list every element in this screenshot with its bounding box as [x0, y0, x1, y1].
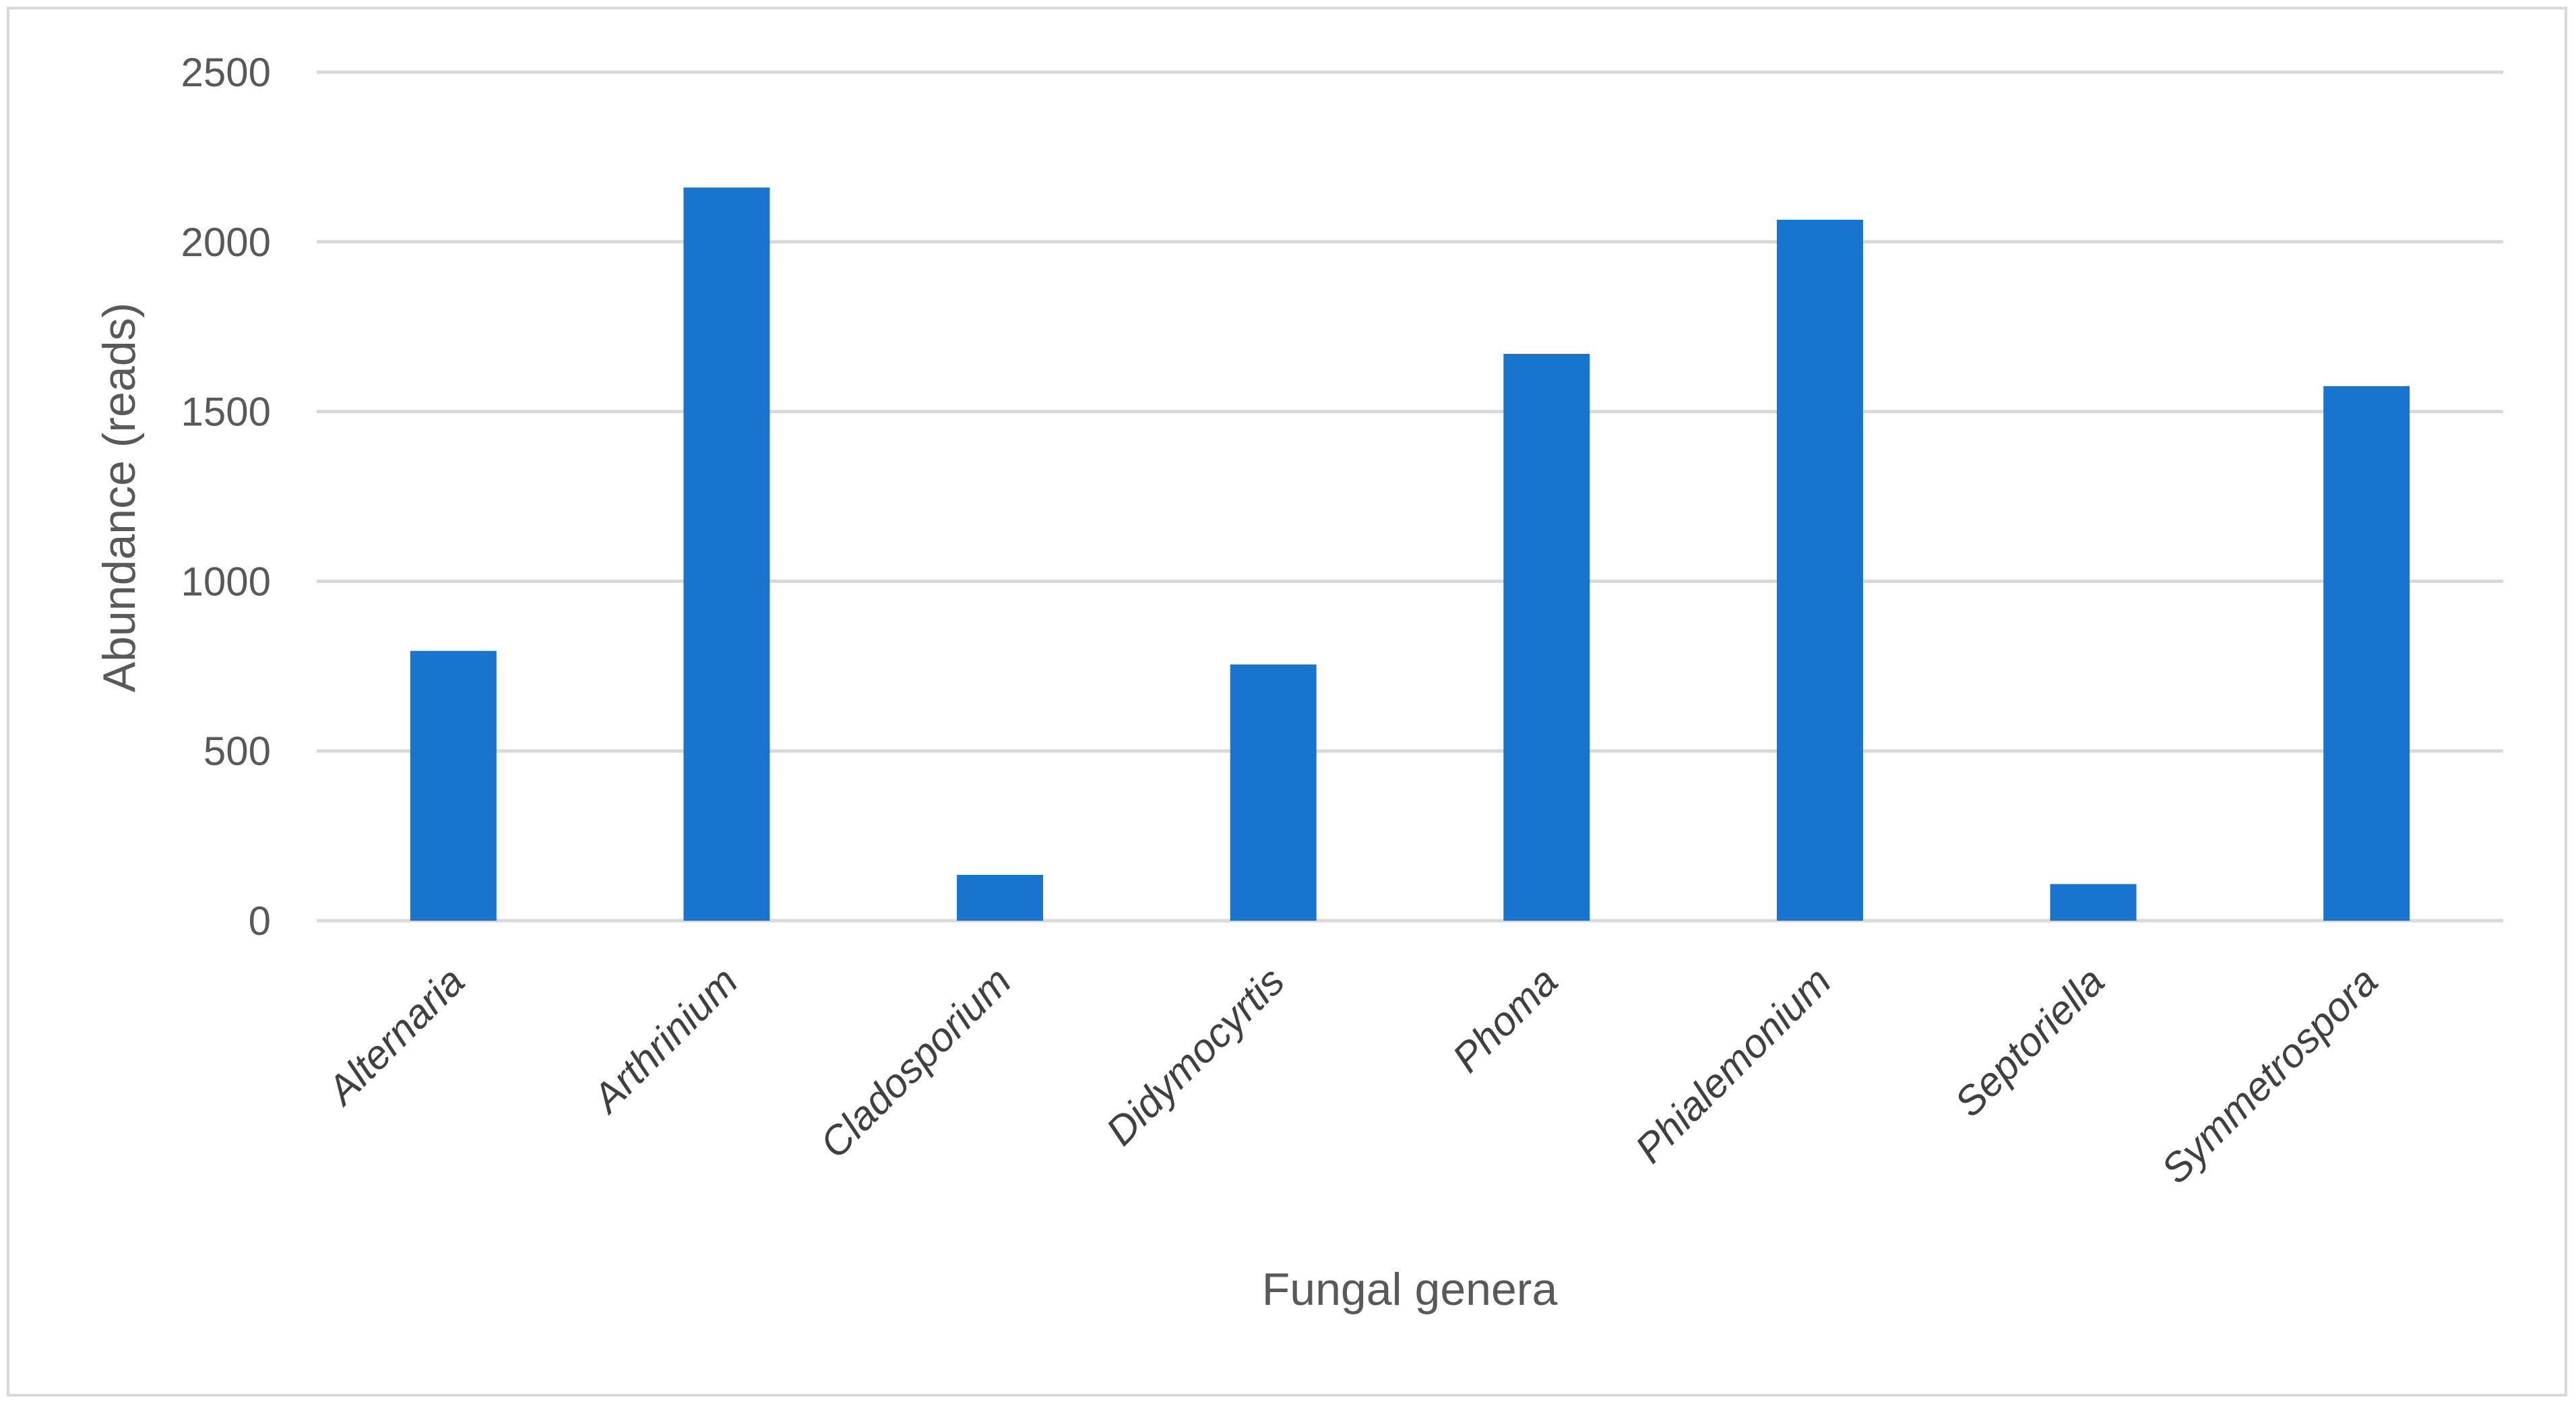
y-tick-label: 0 [249, 898, 271, 944]
x-tick-label: Phialemonium [1627, 958, 1840, 1171]
bar-symmetrospora [2323, 386, 2410, 921]
y-axis-title: Abundance (reads) [94, 303, 145, 692]
gridlines [317, 70, 2503, 923]
y-tick-label: 500 [203, 729, 271, 774]
x-tick-label: Alternaria [317, 958, 473, 1114]
bar-alternaria [410, 650, 497, 921]
bar-arthrinium [683, 187, 770, 921]
x-tick-label: Septoriella [1946, 958, 2113, 1126]
x-tick-label: Cladosporium [811, 958, 1019, 1167]
bar-phoma [1503, 353, 1590, 921]
x-tick-label: Phoma [1444, 958, 1567, 1081]
bar-cladosporium [957, 875, 1044, 921]
y-tick-label: 2000 [181, 220, 271, 265]
bar-phialemonium [1776, 220, 1863, 921]
y-tick-label: 1500 [181, 390, 271, 435]
x-axis-title: Fungal genera [1262, 1264, 1558, 1315]
y-tick-label: 1000 [181, 559, 271, 604]
bar-septoriella [2050, 884, 2137, 921]
bar-didymocyrtis [1230, 664, 1317, 921]
x-tick-label: Symmetrospora [2153, 958, 2387, 1192]
x-tick-labels: Alternaria Arthrinium Cladosporium Didymocy… [317, 958, 2386, 1192]
x-tick-label: Arthrinium [583, 958, 747, 1122]
y-tick-label: 2500 [181, 50, 271, 95]
y-tick-labels: 0 500 1000 1500 2000 2500 [181, 50, 271, 944]
x-tick-label: Didymocyrtis [1098, 958, 1293, 1154]
bars [410, 187, 2410, 921]
